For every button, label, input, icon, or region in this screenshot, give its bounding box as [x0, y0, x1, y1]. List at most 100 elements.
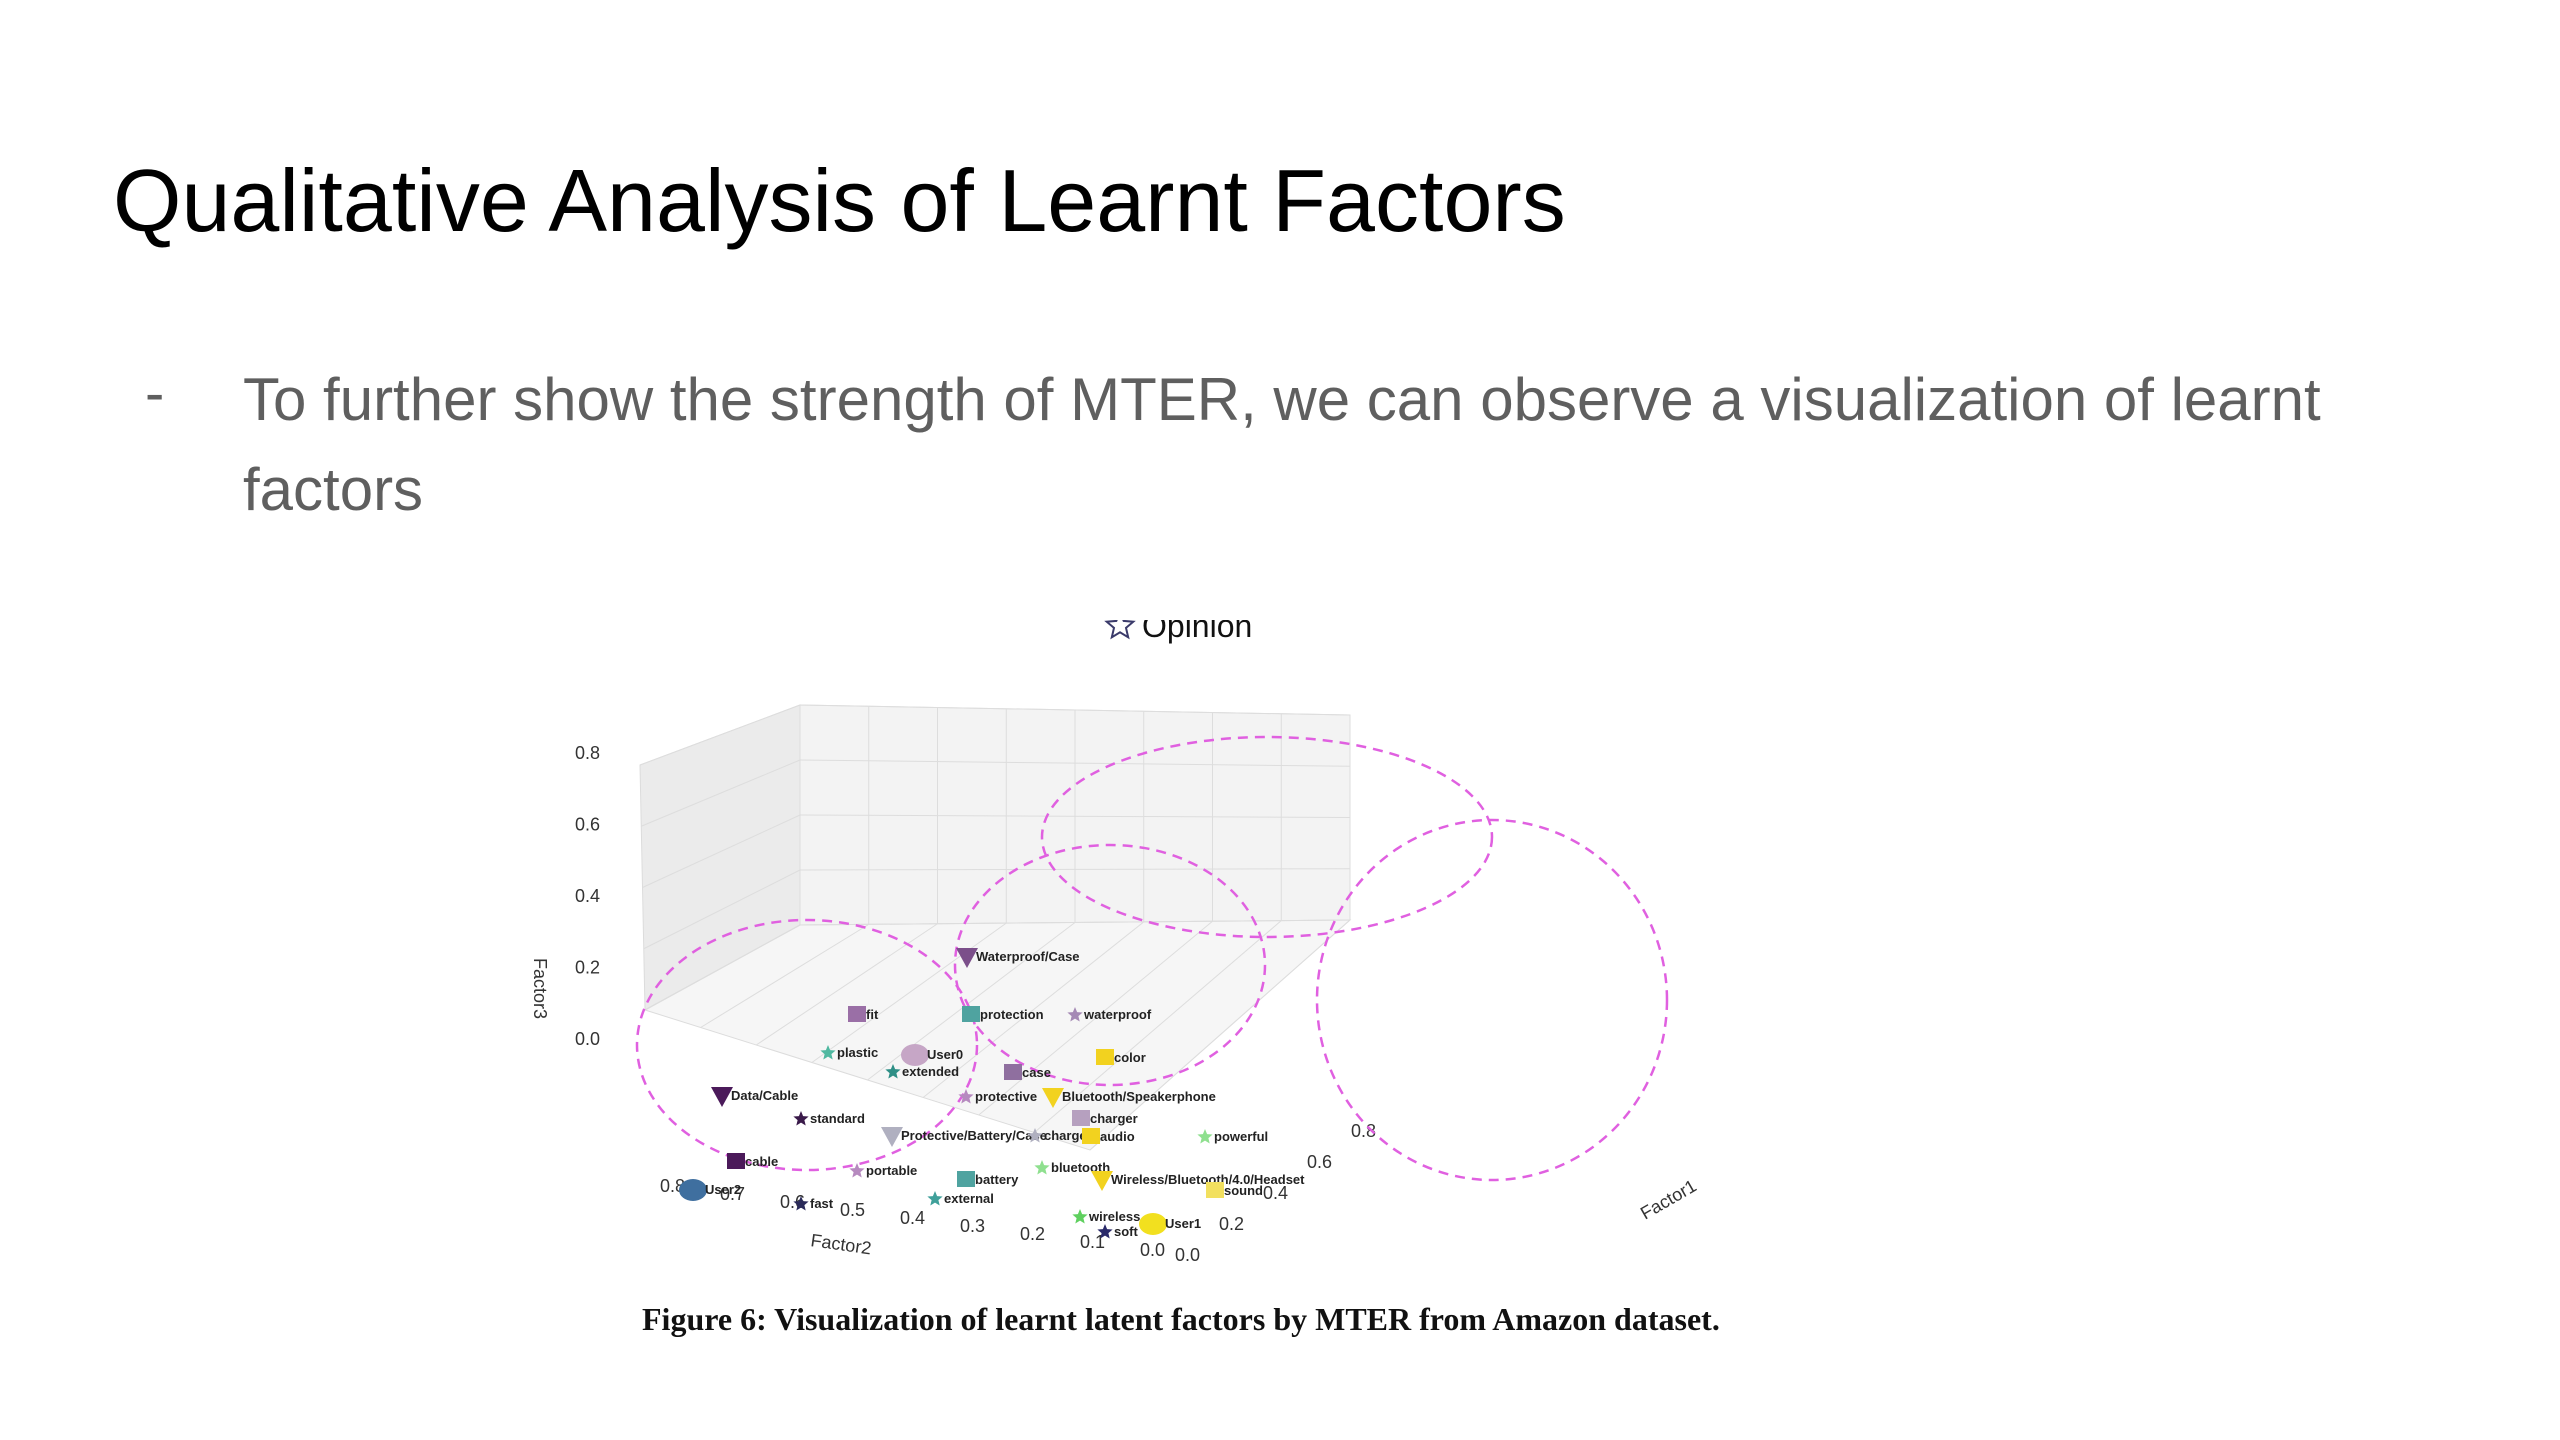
point-label: fast [810, 1196, 834, 1211]
point-label: User1 [1165, 1216, 1201, 1231]
point-label: color [1114, 1050, 1146, 1065]
point-opinion-marker [927, 1191, 943, 1206]
point-label: plastic [837, 1045, 878, 1060]
factor3-tick-label: 0.8 [575, 743, 600, 763]
point-label: waterproof [1083, 1007, 1152, 1022]
grid-line [799, 919, 1351, 926]
point-label: cable [745, 1154, 778, 1169]
point-opinion-marker [849, 1163, 865, 1178]
point-label: case [1022, 1065, 1051, 1080]
point-label: standard [810, 1111, 865, 1126]
grid-line [811, 922, 1007, 1063]
point-label: Data/Cable [731, 1088, 798, 1103]
factor2-tick-label: 0.1 [1080, 1232, 1105, 1252]
point-item-marker [956, 948, 978, 968]
cluster-circle [953, 843, 1267, 1087]
grid-line [1089, 919, 1351, 1151]
factor2-tick-label: 0.4 [900, 1208, 925, 1228]
point-label: soft [1114, 1224, 1139, 1239]
point-opinion-marker [793, 1111, 809, 1126]
slide-title: Qualitative Analysis of Learnt Factors [113, 151, 1566, 250]
point-feature-marker [1206, 1182, 1224, 1198]
grid-line [799, 704, 1351, 716]
point-user-marker [901, 1044, 929, 1066]
point-label: protection [980, 1007, 1044, 1022]
factor2-tick-label: 0.0 [1140, 1240, 1165, 1260]
factor3-tick-label: 0.0 [575, 1029, 600, 1049]
grid-line [644, 924, 801, 1011]
factor3-tick-label: 0.2 [575, 958, 600, 978]
figure-caption: Figure 6: Visualization of learnt latent… [642, 1301, 1720, 1337]
point-opinion-marker [1072, 1209, 1088, 1224]
factor1-tick-label: 0.6 [1307, 1152, 1332, 1172]
point-label: Wireless/Bluetooth/4.0/Headset [1111, 1172, 1305, 1187]
cluster-circle [1315, 818, 1669, 1182]
grid-line [799, 814, 1351, 818]
point-opinion-marker [1067, 1007, 1083, 1022]
grid-line [642, 814, 801, 888]
point-label: charger [1090, 1111, 1138, 1126]
point-label: Protective/Battery/Case [901, 1128, 1047, 1143]
axes-grid [639, 704, 1351, 1151]
point-label: sound [1224, 1183, 1263, 1198]
legend: UserItemFeatureOpinion [1104, 620, 1252, 644]
point-feature-marker [848, 1006, 866, 1022]
point-opinion-marker [1034, 1160, 1050, 1175]
point-opinion-marker [1197, 1129, 1213, 1144]
point-user-marker [1139, 1213, 1167, 1235]
factor2-tick-label: 0.2 [1020, 1224, 1045, 1244]
point-item-marker [711, 1087, 733, 1107]
point-feature-marker [1004, 1064, 1022, 1080]
point-label: User2 [705, 1182, 741, 1197]
point-item-marker [881, 1127, 903, 1147]
point-opinion-marker [793, 1196, 809, 1211]
factor1-tick-label: 0.8 [1351, 1121, 1376, 1141]
point-label: extended [902, 1064, 959, 1079]
factor1-tick-label: 0.2 [1219, 1214, 1244, 1234]
figure-3d-scatter: 0.0 0.2 0.4 0.6 0.8 0.8 0.7 0.6 0.5 0.4 0.3 0.2 0.1 0… [530, 620, 1720, 1337]
grid-line [978, 920, 1213, 1116]
factor3-axis-label: Factor3 [530, 958, 550, 1019]
point-item-marker [1091, 1171, 1113, 1191]
grid-line [1034, 920, 1282, 1133]
point-label: User0 [927, 1047, 963, 1062]
factor3-tick-label: 0.6 [575, 815, 600, 835]
cluster-circles [635, 735, 1669, 1182]
grid-line [641, 759, 801, 827]
factor1-tick-label: 0.4 [1263, 1183, 1288, 1203]
point-feature-marker [727, 1153, 745, 1169]
point-opinion-marker [1027, 1128, 1043, 1143]
grid-line [922, 921, 1145, 1098]
point-opinion-marker [885, 1064, 901, 1079]
point-opinion-marker [820, 1045, 836, 1060]
cluster-circle [635, 918, 979, 1172]
grid-line [799, 759, 1351, 767]
point-feature-marker [1082, 1128, 1100, 1144]
factor2-tick-label: 0.3 [960, 1216, 985, 1236]
point-label: Bluetooth/Speakerphone [1062, 1089, 1216, 1104]
point-opinion-marker [1097, 1224, 1113, 1239]
legend-star-icon [1104, 620, 1136, 640]
point-label: external [944, 1191, 994, 1206]
factor1-axis-label: Factor1 [1637, 1176, 1700, 1224]
point-label: audio [1100, 1129, 1135, 1144]
point-feature-marker [962, 1006, 980, 1022]
factor2-axis-label: Factor2 [809, 1230, 872, 1258]
grid-line [700, 923, 870, 1028]
factor1-tick-label: 0.0 [1175, 1245, 1200, 1265]
point-feature-marker [1072, 1110, 1090, 1126]
point-label: portable [866, 1163, 917, 1178]
point-feature-marker [1096, 1049, 1114, 1065]
grid-line [799, 868, 1351, 871]
point-feature-marker [957, 1171, 975, 1187]
factor3-tick-label: 0.4 [575, 886, 600, 906]
grid-line [643, 869, 801, 950]
factor2-tick-label: 0.5 [840, 1200, 865, 1220]
point-label: wireless [1088, 1209, 1140, 1224]
grid-line [639, 704, 801, 766]
bullet-marker: - [145, 361, 165, 426]
point-label: powerful [1214, 1129, 1268, 1144]
legend-label: Opinion [1142, 620, 1252, 644]
point-opinion-marker [958, 1089, 974, 1104]
bullet-text: To further show the strength of MTER, we… [243, 366, 2321, 523]
